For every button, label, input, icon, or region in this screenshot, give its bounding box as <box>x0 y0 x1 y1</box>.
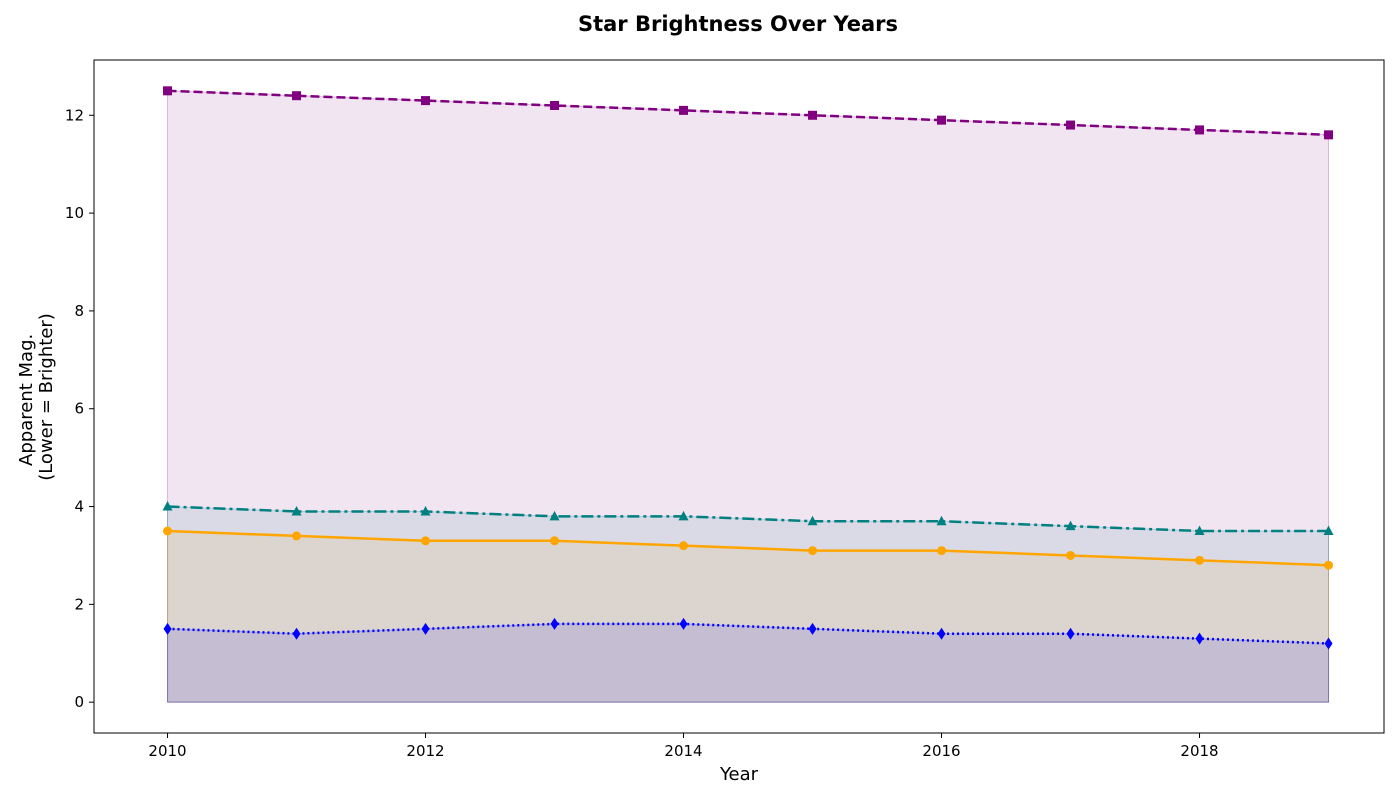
data-point-series-1-2019 <box>1323 525 1334 536</box>
data-point-series-3-2018 <box>1195 632 1204 645</box>
x-tick-label-2012: 2012 <box>406 742 444 760</box>
y-tick-label-4: 4 <box>74 498 84 516</box>
data-point-series-2-2013 <box>550 536 560 546</box>
data-point-series-2-2010 <box>163 526 173 536</box>
data-point-series-3-2017 <box>1066 627 1075 640</box>
data-point-series-0-2013 <box>550 100 560 110</box>
y-axis-label-line-2: (Lower = Brighter) <box>36 313 57 481</box>
data-point-series-2-2017 <box>1066 550 1076 560</box>
data-point-series-2-2012 <box>421 536 431 546</box>
data-point-series-0-2012 <box>421 96 431 106</box>
data-point-series-3-2011 <box>292 627 301 640</box>
y-axis-label: Apparent Mag. (Lower = Brighter) <box>16 313 57 481</box>
x-tick-label-2010: 2010 <box>148 742 186 760</box>
data-point-series-0-2017 <box>1066 120 1076 130</box>
data-point-series-0-2014 <box>679 105 689 115</box>
series-line-2 <box>167 529 1329 567</box>
y-tick-label-6: 6 <box>74 400 84 418</box>
data-point-series-3-2014 <box>679 617 688 630</box>
data-point-series-3-2012 <box>421 622 430 635</box>
y-axis-label-line-1: Apparent Mag. <box>16 334 37 466</box>
series-line-0 <box>167 89 1329 137</box>
x-tick-label-2014: 2014 <box>664 742 702 760</box>
data-point-series-3-2013 <box>550 617 559 630</box>
data-point-series-3-2015 <box>808 622 817 635</box>
data-point-series-0-2016 <box>937 115 947 125</box>
data-point-series-0-2010 <box>163 86 173 96</box>
data-point-series-0-2015 <box>808 110 818 120</box>
data-point-series-1-2016 <box>936 515 947 526</box>
data-point-series-1-2010 <box>162 501 173 511</box>
y-tick-label-0: 0 <box>74 693 84 711</box>
data-point-series-3-2010 <box>163 622 172 635</box>
data-point-series-0-2018 <box>1195 125 1205 135</box>
chart-title: Star Brightness Over Years <box>578 12 898 36</box>
data-point-series-3-2016 <box>937 627 946 640</box>
area-fills <box>167 90 1330 703</box>
series-line-3 <box>167 622 1329 645</box>
series-lines <box>167 89 1329 645</box>
data-point-series-1-2012 <box>420 505 431 516</box>
data-point-series-0-2011 <box>292 91 302 101</box>
data-point-series-2-2011 <box>292 531 302 541</box>
y-tick-label-12: 12 <box>65 106 84 124</box>
x-axis-label: Year <box>719 764 759 785</box>
data-point-series-1-2017 <box>1065 520 1076 531</box>
data-point-series-2-2015 <box>808 546 818 556</box>
data-point-series-0-2019 <box>1324 130 1334 140</box>
data-point-series-2-2016 <box>937 546 947 556</box>
data-point-series-1-2014 <box>678 510 689 521</box>
x-tick-label-2016: 2016 <box>922 742 960 760</box>
data-point-series-3-2019 <box>1324 637 1333 650</box>
series-markers <box>162 86 1334 650</box>
x-axis-ticks: 2010 2012 2014 2016 2018 <box>148 733 1219 760</box>
plot-frame <box>93 59 1385 734</box>
y-tick-label-2: 2 <box>74 595 84 613</box>
y-axis-ticks: 0 2 4 6 8 10 12 <box>65 106 94 711</box>
data-point-series-2-2014 <box>679 541 689 551</box>
data-point-series-1-2018 <box>1194 525 1205 536</box>
series-line-1 <box>167 505 1329 533</box>
data-point-series-1-2011 <box>291 505 302 516</box>
data-point-series-2-2019 <box>1324 560 1334 570</box>
data-point-series-1-2013 <box>549 510 560 521</box>
data-point-series-1-2015 <box>807 515 818 526</box>
data-point-series-2-2018 <box>1195 555 1205 565</box>
y-tick-label-8: 8 <box>74 302 84 320</box>
y-tick-label-10: 10 <box>65 204 84 222</box>
x-tick-label-2018: 2018 <box>1180 742 1218 760</box>
